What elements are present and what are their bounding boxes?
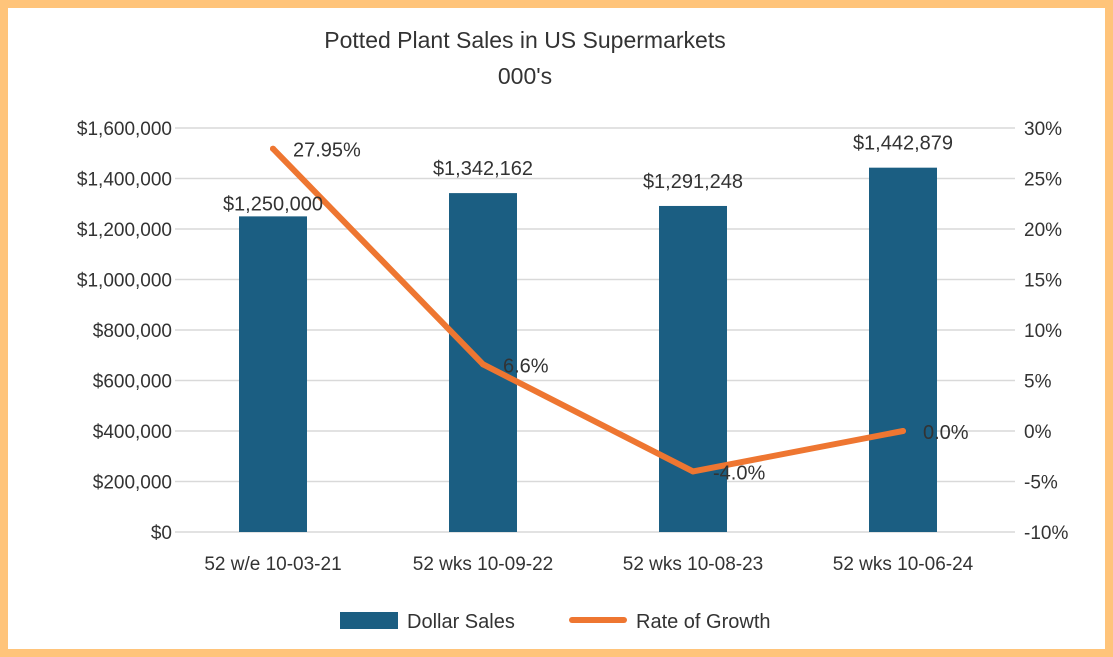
right-axis-tick-label: 15%	[1024, 271, 1062, 292]
left-axis-tick-label: $800,000	[93, 321, 172, 342]
line-data-label: 6.6%	[503, 355, 549, 377]
line-point	[480, 361, 486, 368]
x-axis-tick-label: 52 wks 10-08-23	[623, 554, 763, 575]
right-axis-tick-label: -10%	[1024, 523, 1068, 544]
legend-label-dollar-sales: Dollar Sales	[407, 611, 515, 633]
bar-data-label: $1,291,248	[643, 171, 743, 193]
bar-data-label: $1,342,162	[433, 158, 533, 180]
legend: Dollar Sales Rate of Growth	[340, 611, 771, 633]
left-axis-tick-label: $400,000	[93, 422, 172, 443]
line-data-label: 27.95%	[293, 140, 361, 162]
left-axis-tick-label: $1,600,000	[77, 119, 172, 140]
right-axis-tick-label: 5%	[1024, 372, 1052, 393]
left-axis-tick-label: $1,400,000	[77, 170, 172, 191]
x-axis-tick-label: 52 w/e 10-03-21	[204, 554, 341, 575]
legend-label-rate-of-growth: Rate of Growth	[636, 611, 771, 633]
line-point	[900, 428, 906, 434]
x-axis-tick-label: 52 wks 10-06-24	[833, 554, 974, 575]
chart-title: Potted Plant Sales in US Supermarkets	[324, 27, 725, 53]
x-axis-tick-label: 52 wks 10-09-22	[413, 554, 553, 575]
left-axis-tick-label: $1,200,000	[77, 220, 172, 241]
right-axis-tick-label: 0%	[1024, 422, 1052, 443]
legend-swatch-dollar-sales	[340, 612, 398, 629]
chart-subtitle: 000's	[498, 63, 552, 89]
bar-data-label: $1,442,879	[853, 133, 953, 155]
right-axis-tick-label: -5%	[1024, 473, 1058, 494]
right-axis-tick-label: 25%	[1024, 170, 1062, 191]
right-axis-tick-label: 10%	[1024, 321, 1062, 342]
left-axis-tick-label: $1,000,000	[77, 271, 172, 292]
bar-dollar-sales	[659, 205, 727, 532]
bar-data-label: $1,250,000	[223, 193, 323, 215]
right-axis-tick-label: 20%	[1024, 220, 1062, 241]
left-axis-tick-label: $200,000	[93, 473, 172, 494]
left-axis-tick-label: $0	[151, 523, 172, 544]
right-axis-tick-label: 30%	[1024, 119, 1062, 140]
line-rate-of-growth	[270, 145, 906, 475]
left-axis-tick-label: $600,000	[93, 372, 172, 393]
line-data-label: -4.0%	[713, 462, 765, 484]
bar-dollar-sales	[239, 216, 307, 532]
line-data-label: 0.0%	[923, 422, 969, 444]
line-point	[690, 468, 696, 475]
line-point	[270, 145, 276, 152]
bar-dollar-sales	[869, 167, 937, 533]
